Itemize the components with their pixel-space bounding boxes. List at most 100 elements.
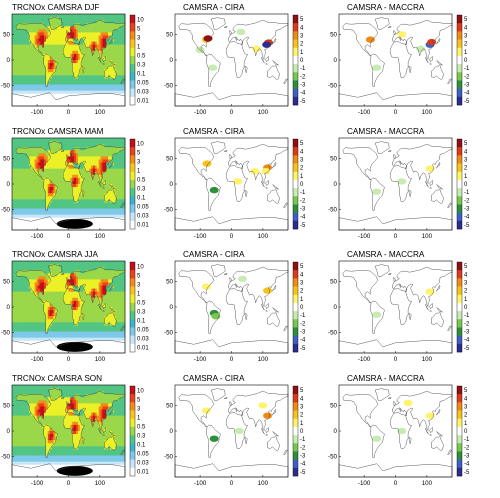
grid-cell <box>108 26 111 30</box>
grid-cell <box>68 66 71 70</box>
grid-cell <box>104 14 107 18</box>
grid-cell <box>117 141 120 145</box>
grid-cell <box>92 81 96 85</box>
grid-cell <box>94 300 98 305</box>
grid-cell <box>57 196 60 200</box>
grid-cell <box>100 303 103 308</box>
grid-cell <box>42 180 45 185</box>
grid-cell <box>92 102 96 107</box>
grid-cell <box>77 310 81 314</box>
grid-cell <box>40 99 43 104</box>
grid-cell <box>66 99 69 104</box>
grid-cell <box>60 141 64 145</box>
grid-cell <box>25 23 28 27</box>
grid-cell <box>74 171 77 176</box>
grid-cell <box>51 291 54 296</box>
grid-cell <box>45 144 49 148</box>
grid-cell <box>21 217 24 222</box>
grid-cell <box>106 208 109 212</box>
grid-cell <box>55 87 58 92</box>
grid-cell <box>94 307 98 311</box>
grid-cell <box>68 78 71 82</box>
grid-cell <box>94 44 98 49</box>
grid-cell <box>96 211 100 216</box>
grid-cell <box>102 171 105 176</box>
grid-cell <box>66 23 69 27</box>
grid-cell <box>98 294 101 299</box>
grid-cell <box>87 96 90 101</box>
grid-cell <box>25 165 28 170</box>
grid-cell <box>94 29 98 33</box>
grid-cell <box>121 261 124 265</box>
grid-cell <box>77 150 81 154</box>
grid-cell <box>60 75 64 79</box>
grid-cell <box>70 270 73 274</box>
grid-cell <box>108 41 111 46</box>
grid-cell <box>89 44 92 49</box>
grid-cell <box>19 66 22 70</box>
grid-cell <box>109 279 113 283</box>
grid-cell <box>15 63 19 67</box>
grid-cell <box>15 199 19 203</box>
grid-cell <box>108 159 111 163</box>
grid-cell <box>106 44 109 49</box>
grid-cell <box>30 211 34 216</box>
grid-cell <box>47 214 51 219</box>
grid-cell <box>47 217 51 222</box>
grid-cell <box>123 190 126 194</box>
grid-cell <box>121 270 124 274</box>
grid-cell <box>91 279 94 283</box>
grid-cell <box>21 214 24 219</box>
grid-cell <box>108 20 111 24</box>
grid-cell <box>34 184 37 188</box>
grid-cell <box>62 214 66 219</box>
grid-cell <box>68 72 71 76</box>
grid-cell <box>94 205 98 209</box>
grid-cell <box>81 53 84 58</box>
grid-cell <box>68 32 71 36</box>
grid-cell <box>57 63 60 67</box>
grid-cell <box>62 264 66 268</box>
grid-cell <box>59 20 62 24</box>
grid-cell <box>87 32 90 36</box>
grid-cell <box>49 214 52 219</box>
grid-cell <box>53 180 56 185</box>
grid-cell <box>79 165 83 170</box>
grid-cell <box>100 168 103 173</box>
grid-cell <box>89 75 92 79</box>
grid-cell <box>98 199 101 203</box>
grid-cell <box>25 53 28 58</box>
grid-cell <box>60 159 64 163</box>
grid-cell <box>25 44 28 49</box>
colorbar-swatch <box>457 55 462 65</box>
grid-cell <box>102 270 105 274</box>
grid-cell <box>27 153 30 157</box>
grid-cell <box>28 211 32 216</box>
grid-cell <box>55 56 58 61</box>
colorbar-frame <box>292 138 299 230</box>
grid-cell <box>74 211 77 216</box>
grid-cell <box>53 159 56 163</box>
lon-tick-label: 0 <box>394 233 398 240</box>
grid-cell <box>25 17 28 21</box>
grid-cell <box>106 217 109 222</box>
grid-cell <box>109 165 113 170</box>
grid-cell <box>23 187 26 191</box>
grid-cell <box>17 138 20 142</box>
grid-cell <box>111 23 115 27</box>
grid-cell <box>57 162 60 166</box>
grid-cell <box>108 99 111 104</box>
grid-cell <box>91 199 94 203</box>
grid-cell <box>89 199 92 203</box>
grid-cell <box>21 190 24 194</box>
grid-cell <box>60 44 64 49</box>
grid-cell <box>53 303 56 308</box>
grid-cell <box>13 180 17 185</box>
grid-cell <box>91 20 94 24</box>
lat-tick-label: 0 <box>170 57 174 64</box>
grid-cell <box>68 56 71 61</box>
grid-cell <box>62 69 66 73</box>
grid-cell <box>113 138 116 142</box>
grid-cell <box>45 150 49 154</box>
grid-cell <box>100 87 103 92</box>
